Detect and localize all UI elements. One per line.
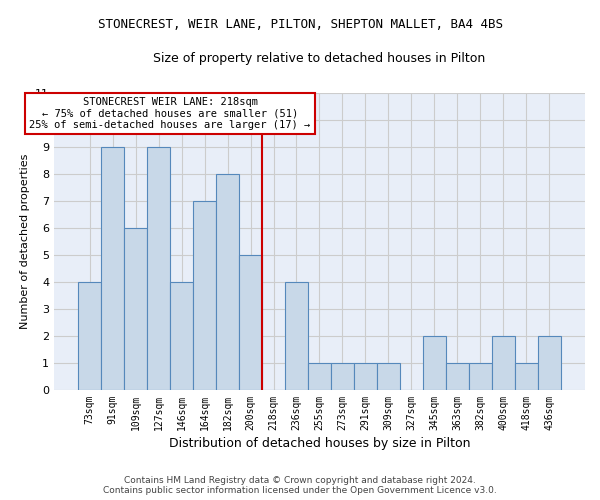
Bar — [469, 363, 492, 390]
X-axis label: Distribution of detached houses by size in Pilton: Distribution of detached houses by size … — [169, 437, 470, 450]
Bar — [78, 282, 101, 390]
Bar — [124, 228, 147, 390]
Text: Contains HM Land Registry data © Crown copyright and database right 2024.
Contai: Contains HM Land Registry data © Crown c… — [103, 476, 497, 495]
Bar — [354, 363, 377, 390]
Bar — [331, 363, 354, 390]
Title: Size of property relative to detached houses in Pilton: Size of property relative to detached ho… — [154, 52, 485, 66]
Bar — [170, 282, 193, 390]
Bar — [193, 201, 216, 390]
Text: STONECREST WEIR LANE: 218sqm
← 75% of detached houses are smaller (51)
25% of se: STONECREST WEIR LANE: 218sqm ← 75% of de… — [29, 97, 311, 130]
Bar — [147, 147, 170, 390]
Text: STONECREST, WEIR LANE, PILTON, SHEPTON MALLET, BA4 4BS: STONECREST, WEIR LANE, PILTON, SHEPTON M… — [97, 18, 503, 30]
Bar — [423, 336, 446, 390]
Bar — [285, 282, 308, 390]
Bar — [492, 336, 515, 390]
Bar — [377, 363, 400, 390]
Y-axis label: Number of detached properties: Number of detached properties — [20, 154, 29, 329]
Bar — [101, 147, 124, 390]
Bar — [239, 255, 262, 390]
Bar — [446, 363, 469, 390]
Bar — [308, 363, 331, 390]
Bar — [538, 336, 561, 390]
Bar — [515, 363, 538, 390]
Bar — [216, 174, 239, 390]
